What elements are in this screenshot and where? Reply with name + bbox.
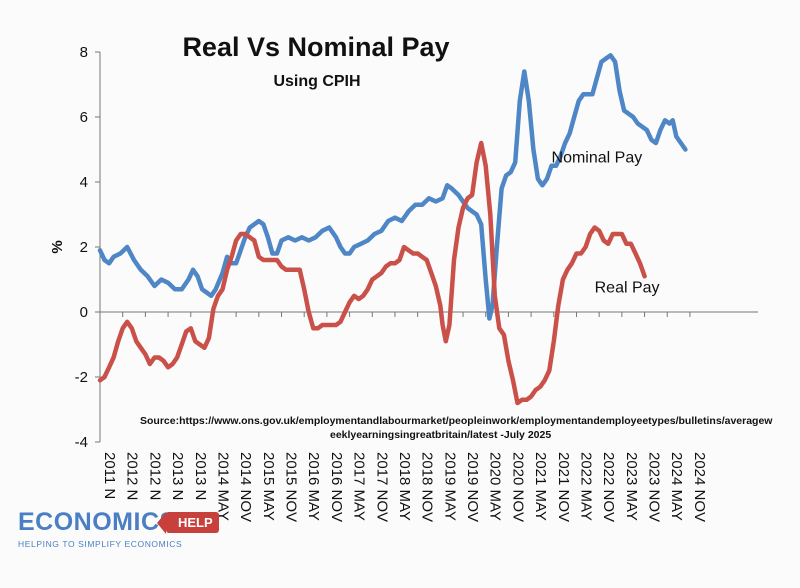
x-tick-label: 2016 MAY bbox=[305, 452, 322, 521]
source-note-line2: eeklyearningsingreatbritain/latest -July… bbox=[330, 429, 551, 441]
x-tick-label: 2024 MAY bbox=[668, 452, 685, 521]
logo-wordmark: ECONOMICS bbox=[18, 508, 177, 536]
x-tick-label: 2012 N bbox=[124, 452, 141, 500]
x-tick-label: 2015 MAY bbox=[260, 452, 277, 521]
x-tick-label: 2022 MAY bbox=[577, 452, 594, 521]
x-tick-label: 2015 NOV bbox=[283, 452, 300, 522]
x-tick-label: 2021 NOV bbox=[555, 452, 572, 522]
real-pay-label: Real Pay bbox=[595, 280, 660, 297]
x-tick-label: 2016 NOV bbox=[328, 452, 345, 522]
nominal-pay-label: Nominal Pay bbox=[552, 150, 643, 167]
y-tick-label: 8 bbox=[80, 44, 88, 61]
logo-tagline: HELPING TO SIMPLIFY ECONOMICS bbox=[18, 539, 183, 549]
y-tick-label: 0 bbox=[80, 304, 88, 321]
y-tick-label: 6 bbox=[80, 109, 88, 126]
x-tick-label: 2017 NOV bbox=[373, 452, 390, 522]
source-note-line1: Source:https://www.ons.gov.uk/employment… bbox=[140, 415, 773, 427]
real-pay-line bbox=[97, 140, 647, 406]
x-tick-label: 2014 MAY bbox=[214, 452, 231, 521]
y-axis-label: % bbox=[49, 240, 66, 253]
x-tick-label: 2023 MAY bbox=[623, 452, 640, 521]
chart-subtitle: Using CPIH bbox=[273, 73, 360, 90]
x-tick-label: 2017 MAY bbox=[351, 452, 368, 521]
x-tick-label: 2020 MAY bbox=[487, 452, 504, 521]
x-tick-label: 2018 NOV bbox=[419, 452, 436, 522]
x-tick-label: 2023 NOV bbox=[646, 452, 663, 522]
x-tick-label: 2020 NOV bbox=[509, 452, 526, 522]
y-tick-label: -2 bbox=[75, 369, 88, 386]
logo-help-badge: HELP bbox=[157, 512, 219, 534]
x-tick-label: 2014 NOV bbox=[237, 452, 254, 522]
x-tick-label: 2012 N bbox=[146, 452, 163, 500]
chart-axes: -4 -2 0 2 4 6 8 2011 N 2012 N 2012 N 2013 N 2013 N 2… bbox=[75, 44, 758, 522]
x-tick-label: 2022 NOV bbox=[600, 452, 617, 522]
x-tick-label: 2021 MAY bbox=[532, 452, 549, 521]
x-tick-label: 2013 N bbox=[192, 452, 209, 500]
y-tick-label: 2 bbox=[80, 239, 88, 256]
chart-labels: % Real Vs Nominal Pay Using CPIH Nominal Pa… bbox=[49, 32, 773, 441]
x-tick-label: 2013 N bbox=[169, 452, 186, 500]
y-tick-label: 4 bbox=[80, 174, 88, 191]
x-tick-label: 2019 MAY bbox=[441, 452, 458, 521]
x-tick-label: 2024 NOV bbox=[691, 452, 708, 522]
nominal-pay-line bbox=[97, 53, 688, 321]
x-tick-label: 2019 NOV bbox=[464, 452, 481, 522]
x-tick-label: 2018 MAY bbox=[396, 452, 413, 521]
chart-series bbox=[97, 53, 688, 406]
y-tick-label: -4 bbox=[75, 434, 88, 451]
chart-title: Real Vs Nominal Pay bbox=[182, 32, 449, 62]
economics-help-logo: ECONOMICS HELP HELPING TO SIMPLIFY ECONO… bbox=[18, 508, 219, 568]
x-tick-label: 2011 N bbox=[101, 452, 118, 499]
